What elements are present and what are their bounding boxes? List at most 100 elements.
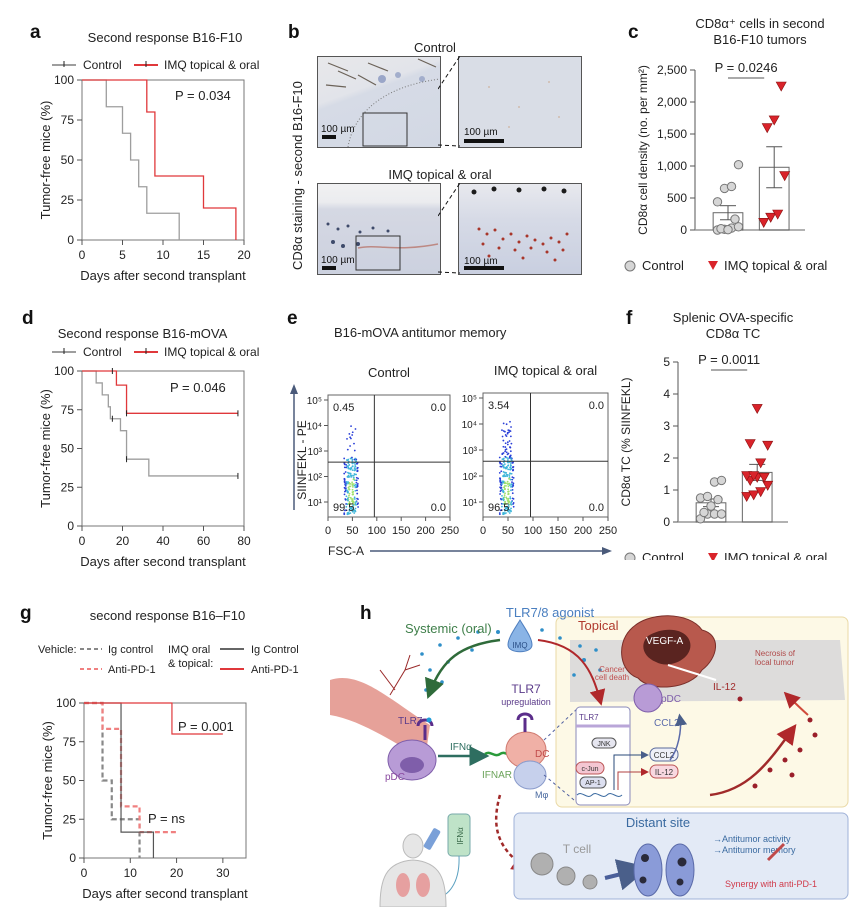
data-point-imq xyxy=(758,218,770,228)
flow-event xyxy=(504,487,506,490)
flow-event xyxy=(499,509,502,512)
flow-event xyxy=(355,504,357,506)
flow-event xyxy=(350,425,352,427)
y-tick-label: 50 xyxy=(61,153,75,167)
legend-label-imq: IMQ topical & oral xyxy=(164,345,259,359)
jnk-pill xyxy=(591,737,617,749)
svg-text:100 µm: 100 µm xyxy=(464,127,498,138)
flow-event xyxy=(507,488,510,491)
tcell-3 xyxy=(582,874,598,890)
y-tick-label: 2,000 xyxy=(657,95,687,109)
km-curve-control xyxy=(82,79,180,240)
flow-event xyxy=(504,446,507,448)
flow-event xyxy=(352,498,354,500)
flow-event xyxy=(504,500,506,503)
flow-event xyxy=(510,459,513,462)
flow-event xyxy=(505,448,508,450)
flow-event xyxy=(346,513,349,516)
person-head xyxy=(402,833,424,859)
flow-event xyxy=(351,458,354,461)
flow-event xyxy=(353,458,356,461)
x-tick-label: 20 xyxy=(116,534,130,548)
km-curve-vehicle-anti-pd-1 xyxy=(84,701,177,834)
control-overview-texture: 100 µm xyxy=(321,58,440,147)
flow-event xyxy=(504,506,507,508)
flow-event xyxy=(512,476,515,479)
flow-event xyxy=(347,462,350,464)
flow-event xyxy=(346,482,349,485)
flow-event xyxy=(343,463,346,466)
cjun-label: c-Jun xyxy=(581,766,598,773)
flow-event xyxy=(502,513,504,515)
x-tick-label: 0 xyxy=(325,525,331,537)
macrophage-cell xyxy=(513,760,547,790)
data-point-imq xyxy=(758,472,770,483)
svg-text:100 µm: 100 µm xyxy=(321,255,355,266)
scalebar-text: 100 µm xyxy=(321,124,355,135)
flow-event xyxy=(508,477,511,480)
flow-event xyxy=(509,450,512,453)
y-tick-label: 75 xyxy=(61,403,75,417)
panel-label-f: f xyxy=(626,308,633,329)
panel-f-title-line2: CD8α TC xyxy=(705,326,761,341)
flow-event xyxy=(503,474,506,476)
y-axis-label: SIINFEKL - PE xyxy=(295,420,309,500)
flow-event xyxy=(501,464,504,467)
flow-event xyxy=(356,492,359,495)
x-axis-label: Days after second transplant xyxy=(82,886,248,901)
flow-event xyxy=(344,471,347,473)
flow-event xyxy=(500,463,503,465)
y-tick-label: 0 xyxy=(67,233,74,247)
flow-event xyxy=(506,441,509,444)
y-axis-label: CD8α TC (% SIINFEKL) xyxy=(619,378,633,507)
flow-event xyxy=(504,475,507,478)
quadrant-lr-value: 0.0 xyxy=(589,502,604,514)
flow-event xyxy=(504,503,507,505)
flow-event xyxy=(503,461,505,464)
il12-tumor-arrow xyxy=(783,691,809,716)
tcell-2 xyxy=(556,866,576,886)
flow-event xyxy=(357,506,360,508)
flow-event xyxy=(504,492,506,495)
flow-event xyxy=(512,482,515,485)
flow-event xyxy=(507,457,509,460)
legend-label-control: Control xyxy=(83,58,122,72)
y-tick-label: 1,500 xyxy=(657,127,687,141)
flow-event xyxy=(506,480,509,483)
bar-chart-c: 0 500 1,000 1,500 2,000 2,500 CD8α cell densit… xyxy=(624,60,827,273)
flow-event xyxy=(504,450,506,453)
flow-event xyxy=(345,503,348,505)
flow-event xyxy=(351,483,354,485)
flow-event xyxy=(511,476,514,479)
flow-event xyxy=(348,485,351,488)
agonist-label: TLR7/8 agonist xyxy=(506,605,595,620)
tumor-pdc-label: pDC xyxy=(661,694,681,705)
flow-event xyxy=(505,451,508,454)
flow-event xyxy=(509,435,512,438)
flow-event xyxy=(507,461,510,464)
y-tick-label: 10² xyxy=(308,473,323,484)
p-value-annotation: P = 0.046 xyxy=(170,380,226,395)
legend-group-imq-line2: & topical: xyxy=(168,658,213,670)
y-axis-label: Tumor-free mice (%) xyxy=(40,721,55,840)
tcell-migration-arrow xyxy=(604,859,650,891)
data-point-control xyxy=(733,160,744,170)
flow-event xyxy=(500,486,503,489)
x-tick-label: 150 xyxy=(549,525,567,537)
distant-lung-left xyxy=(633,843,663,897)
y-tick-label: 0 xyxy=(680,223,687,237)
flow-event xyxy=(344,498,347,501)
data-point-control xyxy=(716,475,727,486)
flow-event xyxy=(351,434,354,436)
x-tick-label: 10 xyxy=(156,248,170,262)
flow-event xyxy=(512,505,515,508)
flow-event xyxy=(510,500,513,503)
flow-event xyxy=(504,472,507,474)
flow-event xyxy=(351,474,353,477)
legend-label-imq-ig: Ig Control xyxy=(251,644,299,656)
tlr7-upregulated-icon xyxy=(516,712,534,732)
x-tick-label: 60 xyxy=(197,534,211,548)
flow-event xyxy=(506,507,508,509)
flow-event xyxy=(507,485,510,488)
flow-event xyxy=(347,486,350,489)
